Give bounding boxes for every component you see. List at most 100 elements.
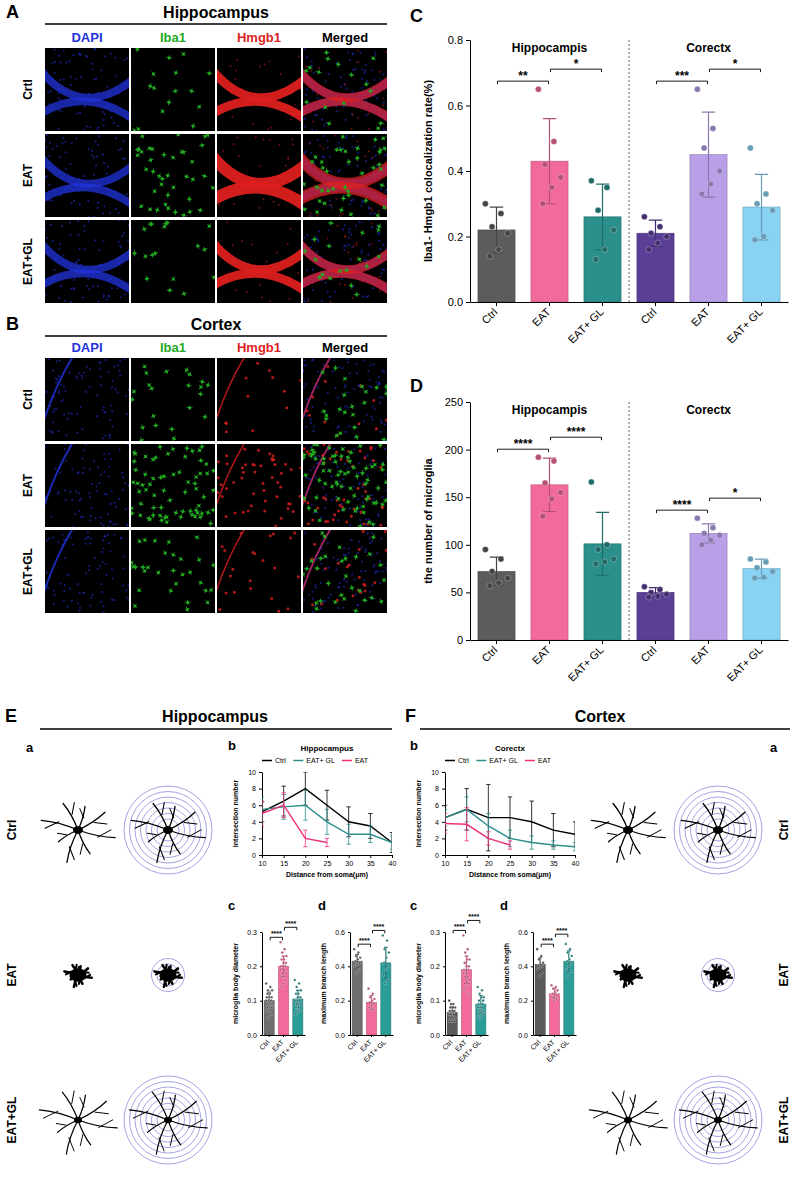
hmgb1-signal	[364, 490, 367, 493]
nucleus	[97, 207, 99, 209]
microglia-process	[148, 222, 154, 227]
row-label: EAT+GL	[21, 238, 35, 285]
nucleus	[360, 252, 362, 254]
microglia-process	[333, 459, 338, 465]
hmgb1-signal	[270, 597, 273, 600]
microglia-process	[313, 509, 317, 514]
nucleus	[355, 225, 357, 227]
nucleus	[327, 291, 329, 293]
nucleus	[111, 386, 113, 388]
hmgb1-signal	[344, 235, 346, 237]
nucleus	[100, 601, 102, 603]
micrograph-background	[45, 530, 129, 613]
cell-layer	[45, 70, 129, 98]
microglia-process	[378, 444, 383, 448]
nucleus	[311, 504, 313, 506]
hmgb1-signal	[268, 369, 271, 372]
microglia-process	[364, 465, 369, 471]
microglia-process	[377, 149, 382, 155]
nucleus	[113, 502, 115, 504]
nucleus	[359, 519, 361, 521]
microglia-process	[148, 158, 154, 163]
nucleus	[120, 537, 122, 539]
microglia-process	[171, 553, 176, 558]
microglia-process	[197, 448, 202, 452]
nucleus	[52, 240, 54, 242]
nucleus	[350, 258, 352, 260]
nucleus	[127, 444, 129, 446]
cell-layer	[303, 101, 387, 122]
nucleus	[64, 448, 66, 450]
hmgb1-signal	[346, 178, 348, 180]
nucleus	[75, 262, 77, 264]
nucleus	[70, 202, 72, 204]
nucleus	[99, 516, 101, 518]
microglia-process	[135, 147, 141, 152]
nucleus	[326, 140, 328, 142]
nucleus	[324, 80, 326, 82]
nucleus	[56, 408, 58, 410]
hmgb1-signal	[280, 472, 283, 475]
nucleus	[84, 248, 86, 250]
nucleus	[48, 358, 50, 360]
microglia-process	[314, 257, 318, 262]
microglia-process	[158, 444, 163, 450]
cell-layer	[303, 273, 387, 294]
nucleus	[328, 73, 330, 75]
nucleus	[380, 188, 382, 190]
hmgb1-signal	[247, 510, 250, 513]
microglia-signal	[318, 200, 321, 203]
hmgb1-signal	[225, 275, 227, 277]
nucleus	[69, 587, 71, 589]
hmgb1-signal	[322, 496, 325, 499]
nucleus	[124, 293, 126, 295]
microglia-process	[180, 572, 185, 576]
nucleus	[349, 228, 351, 230]
micrograph	[217, 530, 301, 613]
hmgb1-signal	[233, 203, 235, 205]
nucleus	[78, 592, 80, 594]
hmgb1-signal	[233, 143, 235, 145]
nucleus	[54, 408, 56, 410]
microglia-process	[186, 383, 192, 388]
nucleus	[99, 367, 101, 369]
hmgb1-signal	[322, 444, 325, 446]
microglia-process	[379, 183, 384, 188]
nucleus	[57, 541, 59, 543]
nucleus	[345, 119, 347, 121]
hmgb1-signal	[319, 145, 321, 147]
nucleus	[99, 565, 101, 567]
hmgb1-signal	[361, 281, 363, 283]
nucleus	[86, 56, 88, 58]
nucleus	[305, 415, 307, 417]
microglia-process	[354, 434, 359, 440]
hmgb1-signal	[273, 201, 275, 203]
hmgb1-signal	[321, 454, 324, 457]
nucleus	[108, 542, 110, 544]
nucleus	[70, 76, 72, 78]
nucleus	[78, 372, 80, 374]
nucleus	[367, 370, 369, 372]
tissue-edge	[217, 444, 247, 519]
nucleus	[312, 430, 314, 432]
microglia-process	[376, 485, 381, 491]
microglia-signal	[134, 452, 137, 455]
hmgb1-signal	[308, 414, 311, 417]
hmgb1-signal	[232, 481, 235, 484]
nucleus	[355, 363, 357, 365]
nucleus	[310, 152, 312, 154]
nucleus	[91, 594, 93, 596]
nucleus	[87, 531, 89, 533]
microglia-process	[181, 52, 186, 56]
nucleus	[106, 299, 108, 301]
hmgb1-signal	[231, 116, 233, 118]
nucleus	[88, 216, 90, 217]
microglia-process	[327, 468, 332, 473]
microglia-process	[197, 105, 201, 109]
hmgb1-signal	[353, 246, 355, 248]
microglia-process	[355, 473, 360, 479]
microglia-process	[347, 458, 352, 464]
nucleus	[304, 118, 306, 120]
nucleus	[122, 489, 124, 491]
hmgb1-layer	[217, 156, 301, 184]
